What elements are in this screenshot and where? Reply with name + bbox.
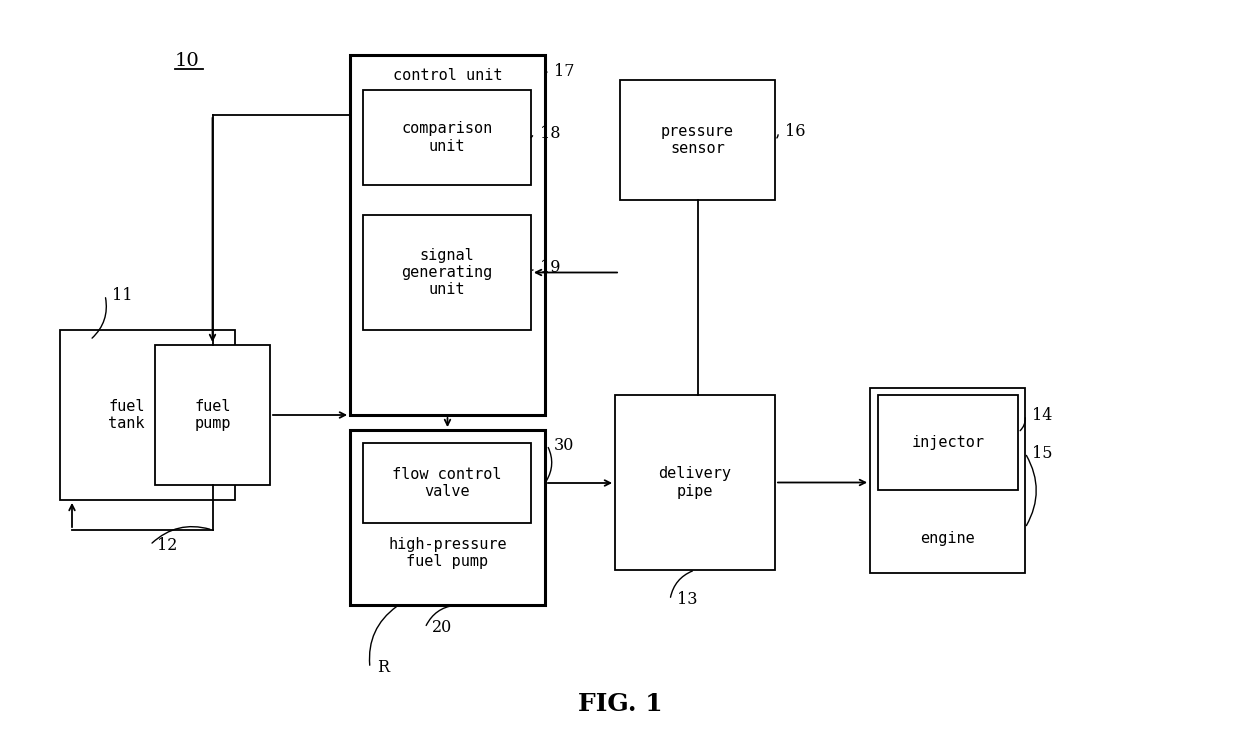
Bar	[363, 443, 531, 523]
Bar	[363, 90, 531, 185]
Text: comparison
unit: comparison unit	[402, 121, 492, 153]
Text: 15: 15	[1032, 445, 1053, 461]
Text: fuel
tank: fuel tank	[108, 399, 145, 431]
Text: R: R	[377, 659, 389, 677]
Bar	[615, 395, 775, 570]
Bar	[60, 330, 236, 500]
Text: flow control
valve: flow control valve	[392, 466, 502, 499]
Bar	[363, 215, 531, 330]
Bar	[350, 55, 546, 415]
Text: engine: engine	[920, 531, 975, 546]
Text: 18: 18	[539, 125, 560, 141]
Text: 13: 13	[677, 591, 697, 609]
Text: injector: injector	[911, 435, 985, 450]
Text: fuel
pump: fuel pump	[195, 399, 231, 431]
Text: high-pressure
fuel pump: high-pressure fuel pump	[388, 537, 507, 569]
Bar	[350, 430, 546, 605]
Text: 11: 11	[112, 287, 133, 303]
Text: 20: 20	[432, 619, 453, 637]
Bar	[620, 80, 775, 200]
Bar	[878, 395, 1018, 490]
Text: signal
generating
unit: signal generating unit	[402, 248, 492, 297]
Text: 19: 19	[539, 259, 560, 275]
Text: pressure
sensor: pressure sensor	[661, 124, 734, 156]
Text: delivery
pipe: delivery pipe	[658, 466, 732, 499]
Text: FIG. 1: FIG. 1	[578, 692, 662, 716]
Text: 17: 17	[554, 64, 574, 80]
Text: 30: 30	[554, 436, 574, 454]
Bar	[870, 388, 1025, 573]
Bar	[155, 345, 270, 485]
Text: 12: 12	[157, 537, 177, 553]
Text: control unit: control unit	[393, 67, 502, 82]
Text: 16: 16	[785, 123, 806, 141]
Text: 10: 10	[175, 52, 200, 70]
Text: 14: 14	[1032, 407, 1053, 423]
